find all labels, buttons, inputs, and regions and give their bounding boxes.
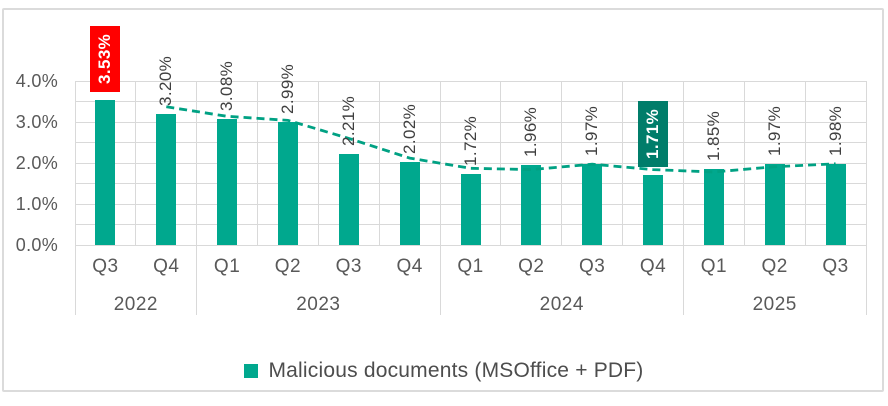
bar-value-label-q1-2024: 1.72%: [460, 116, 480, 167]
legend: Malicious documents (MSOffice + PDF): [0, 357, 888, 385]
bar-q4-2024: [643, 174, 664, 245]
bar-q3-2024: [582, 164, 603, 245]
gridline-vertical: [439, 81, 441, 245]
bar-q1-2024: [460, 174, 481, 245]
gridline-vertical: [500, 81, 502, 245]
gridline-horizontal: [75, 80, 866, 82]
bar-q1-2023: [217, 118, 238, 245]
bar-value-label-q3-2022: 3.53%: [90, 26, 121, 93]
gridline-vertical: [561, 81, 563, 245]
bar-value-label-q3-2025: 1.98%: [825, 105, 845, 156]
y-tick-label: 3.0%: [15, 112, 58, 132]
gridline-vertical: [74, 81, 76, 245]
legend-label: Malicious documents (MSOffice + PDF): [268, 359, 644, 382]
gridline-vertical: [622, 81, 624, 245]
gridline-vertical: [804, 81, 806, 245]
bar-q4-2023: [399, 162, 420, 245]
bar-value-label-q4-2023: 2.02%: [399, 103, 419, 155]
year-separator: [682, 245, 684, 315]
y-tick-label: 1.0%: [15, 194, 58, 214]
x-tick-label-q2-2023: Q2: [274, 256, 302, 277]
bar-value-label-q3-2023: 2.21%: [338, 96, 358, 147]
gridline-vertical: [378, 81, 380, 245]
gridline-horizontal: [75, 244, 866, 246]
x-tick-label-q4-2022: Q4: [153, 256, 180, 277]
x-tick-label-q1-2023: Q1: [213, 256, 241, 277]
year-separator: [196, 245, 198, 315]
x-tick-label-q3-2024: Q3: [579, 256, 606, 277]
x-tick-label-q1-2024: Q1: [457, 256, 484, 277]
year-separator: [439, 245, 441, 315]
chart-border: [2, 8, 884, 392]
bar-value-label-q3-2024: 1.97%: [582, 106, 602, 157]
bar-q2-2025: [764, 164, 785, 245]
x-tick-label-q3-2022: Q3: [92, 256, 119, 277]
gridline-vertical: [135, 81, 137, 245]
year-label-2022: 2022: [113, 294, 158, 315]
y-tick-label: 2.0%: [15, 153, 58, 173]
bar-q3-2022: [95, 100, 116, 245]
gridline-vertical: [196, 81, 198, 245]
gridline-horizontal: [75, 101, 866, 102]
gridline-vertical: [865, 81, 867, 245]
x-tick-label-q4-2024: Q4: [639, 256, 667, 277]
bar-q2-2024: [521, 164, 542, 245]
x-tick-label-q4-2023: Q4: [396, 256, 423, 277]
bar-value-label-q4-2022: 3.20%: [156, 55, 176, 106]
bar-value-label-q1-2025: 1.85%: [703, 110, 723, 162]
bar-value-label-q2-2023: 2.99%: [277, 64, 297, 115]
year-label-2025: 2025: [752, 294, 797, 315]
bar-value-label-q2-2025: 1.97%: [764, 106, 784, 157]
bar-q3-2023: [338, 154, 359, 245]
gridline-vertical: [317, 81, 319, 245]
legend-marker-square: [244, 364, 259, 378]
bar-value-label-q4-2024: 1.71%: [638, 100, 669, 167]
bar-q4-2022: [156, 113, 177, 245]
x-tick-label-q2-2024: Q2: [518, 256, 545, 277]
bar-q2-2023: [277, 122, 298, 245]
x-tick-label-q3-2023: Q3: [335, 256, 362, 277]
x-tick-label-q3-2025: Q3: [822, 256, 849, 277]
bar-value-label-q2-2024: 1.96%: [521, 106, 541, 157]
bar-value-label-q1-2023: 3.08%: [217, 60, 237, 111]
year-label-2023: 2023: [296, 294, 341, 315]
gridline-vertical: [257, 81, 259, 245]
bar-q3-2025: [825, 163, 846, 245]
y-tick-label: 4.0%: [15, 71, 58, 91]
year-separator: [74, 245, 76, 315]
bar-q1-2025: [703, 169, 724, 245]
gridline-vertical: [743, 81, 745, 245]
x-tick-label-q2-2025: Q2: [761, 256, 788, 277]
year-separator: [865, 245, 867, 315]
x-tick-label-q1-2025: Q1: [700, 256, 728, 277]
year-label-2024: 2024: [539, 294, 584, 315]
y-tick-label: 0.0%: [15, 235, 58, 255]
gridline-vertical: [682, 81, 684, 245]
